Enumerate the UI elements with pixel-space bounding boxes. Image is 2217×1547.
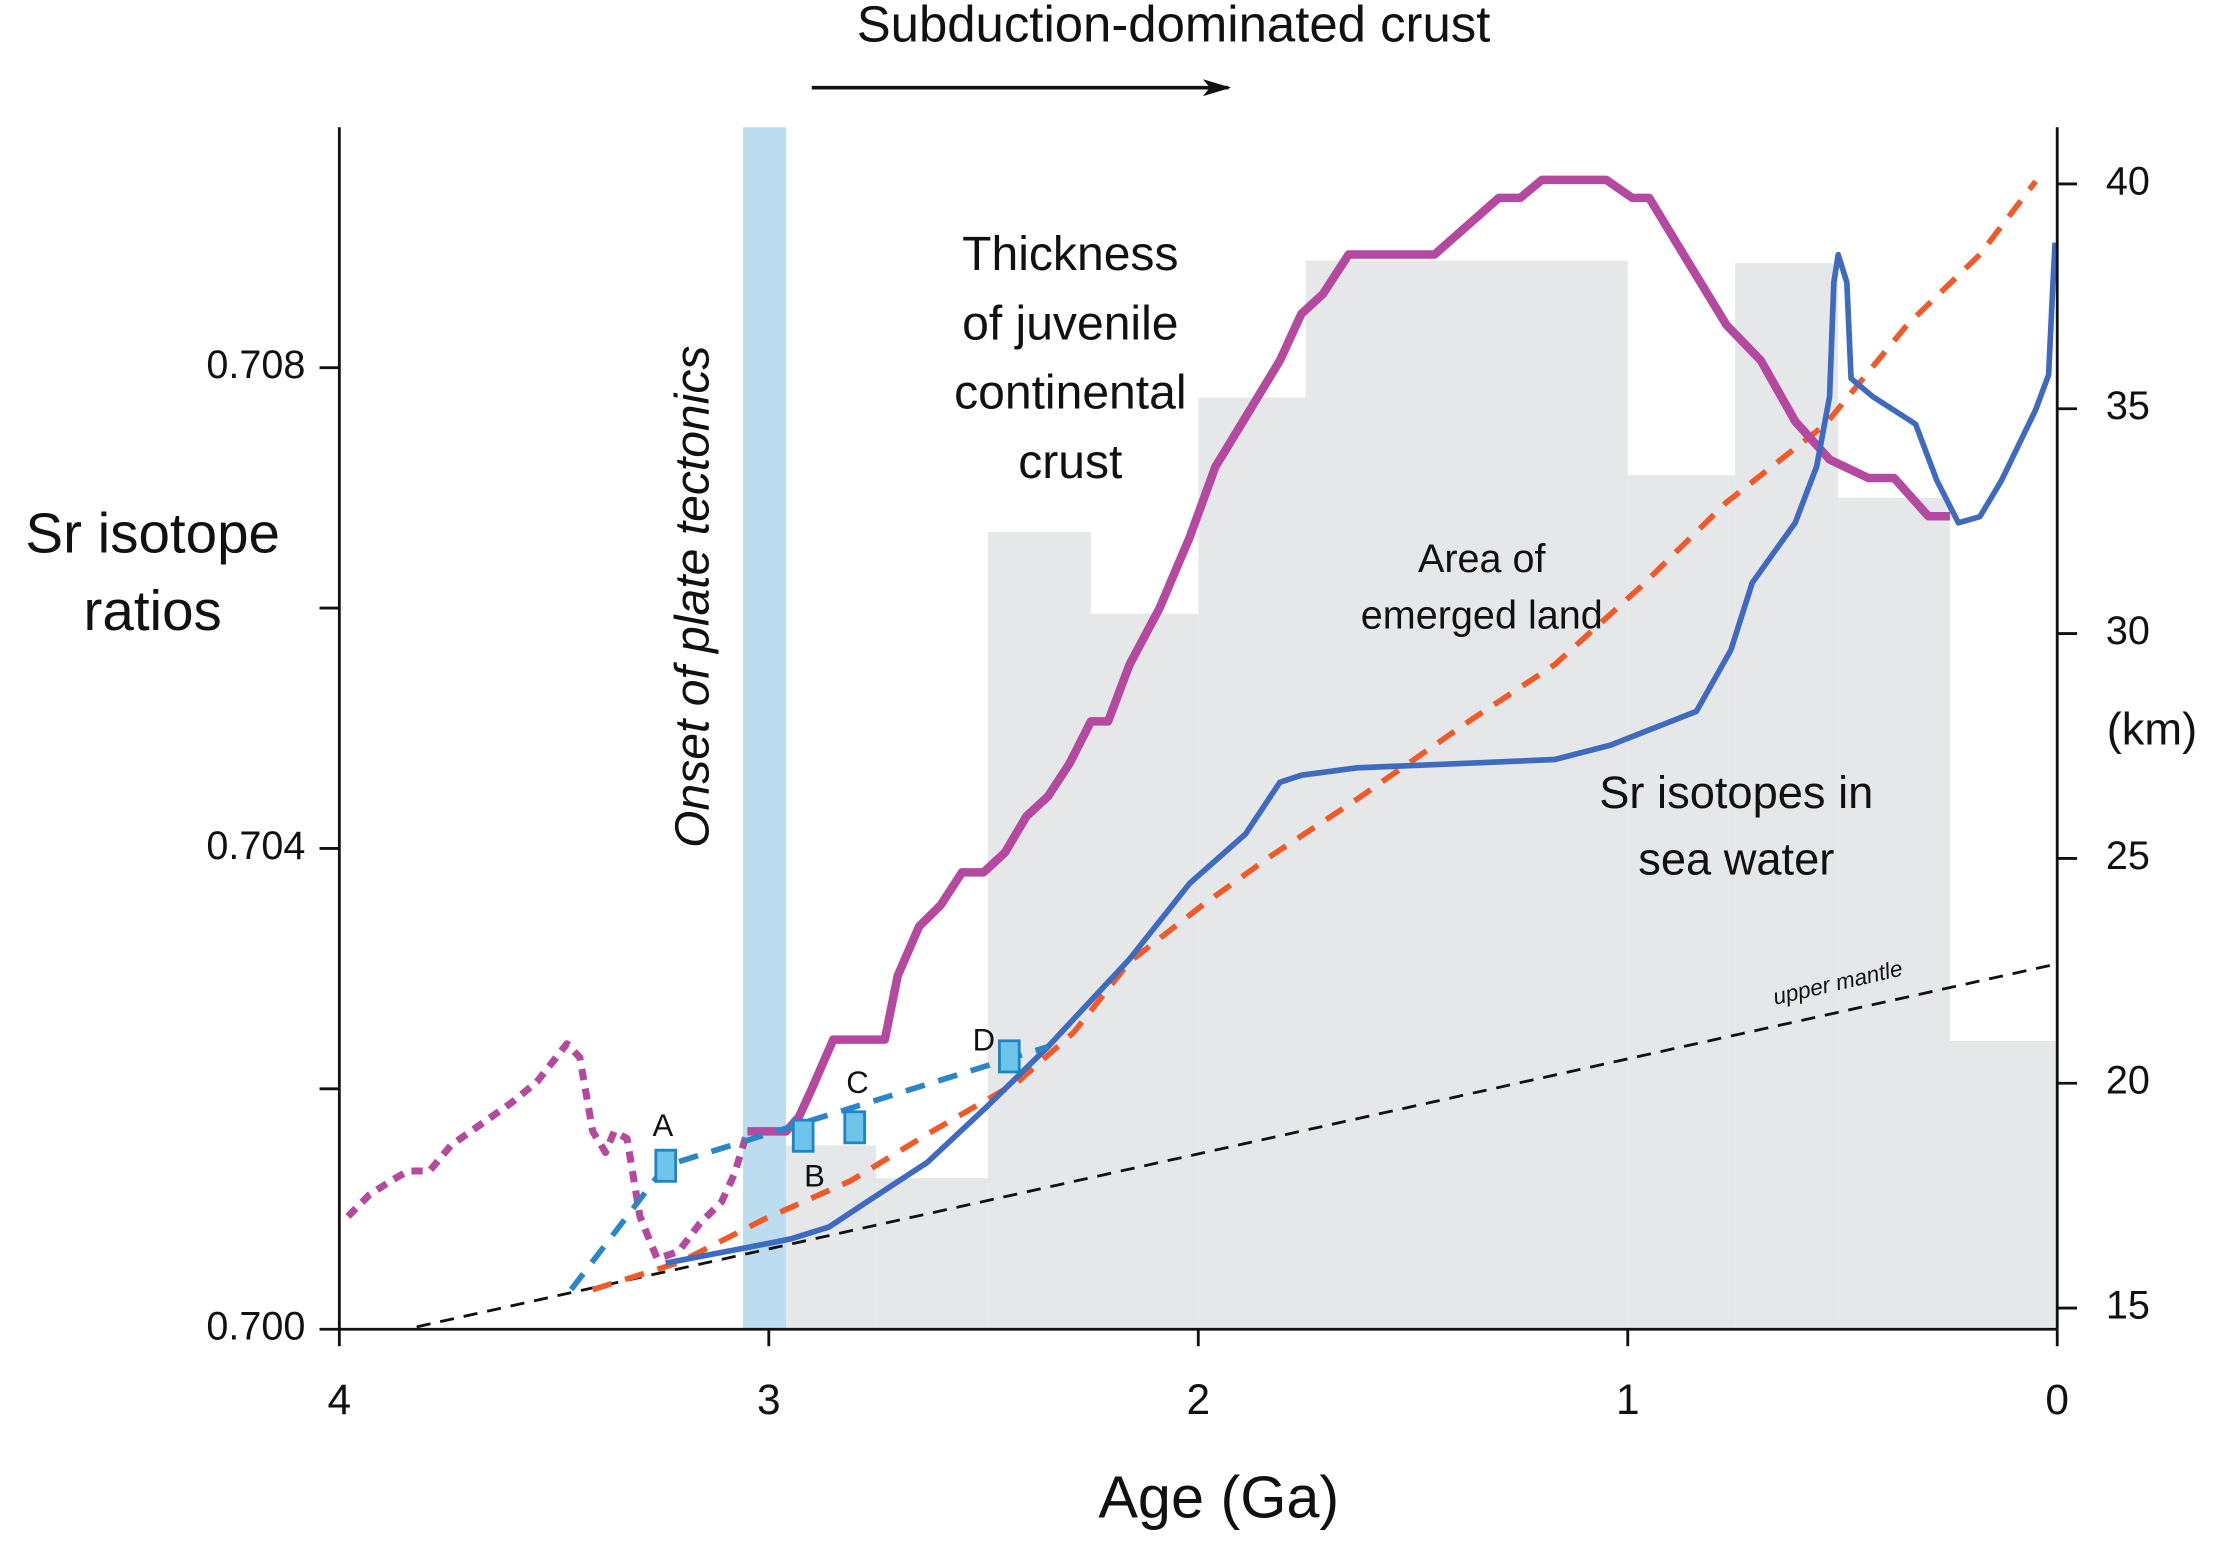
series-line xyxy=(345,1040,751,1263)
bar xyxy=(1305,260,1628,1330)
band-label: Onset of plate tectonics xyxy=(665,346,719,848)
x-tick-label: 3 xyxy=(757,1376,781,1423)
bar xyxy=(1627,475,1736,1330)
series-label: emerged land xyxy=(1361,593,1603,637)
x-tick-label: 2 xyxy=(1186,1376,1210,1423)
series-label: crust xyxy=(1018,435,1122,489)
y2-tick-label: 40 xyxy=(2106,159,2150,203)
x-axis-label: Age (Ga) xyxy=(1098,1463,1339,1530)
series-label: Thickness xyxy=(962,227,1178,281)
bar xyxy=(987,531,1091,1330)
data-point xyxy=(843,1110,867,1145)
bar xyxy=(1949,1040,2058,1330)
series-line xyxy=(665,242,2058,1266)
data-point xyxy=(791,1118,815,1153)
y2-tick-label: 15 xyxy=(2106,1284,2150,1328)
series-line xyxy=(416,962,2058,1329)
y-axis-label: Sr isotope xyxy=(25,501,280,564)
y2-tick-label: 20 xyxy=(2106,1059,2150,1103)
y-tick-label: 0.708 xyxy=(206,343,305,387)
series-label: Area of xyxy=(1418,537,1547,581)
y2-tick-label: 25 xyxy=(2106,834,2150,878)
series-label: Sr isotopes in xyxy=(1599,767,1873,818)
data-point xyxy=(654,1148,678,1183)
series-line xyxy=(568,1043,1049,1292)
y2-tick-label: 30 xyxy=(2106,609,2150,653)
data-point xyxy=(998,1039,1021,1074)
series-label: of juvenile xyxy=(962,296,1178,350)
bar xyxy=(876,1178,988,1330)
series-label: sea water xyxy=(1638,834,1834,885)
point-label: C xyxy=(846,1065,868,1100)
x-tick-label: 4 xyxy=(328,1376,352,1423)
x-tick-label: 0 xyxy=(2045,1376,2069,1423)
point-label: B xyxy=(804,1158,825,1193)
y2-axis-label: (km) xyxy=(2107,703,2197,754)
y-tick-label: 0.704 xyxy=(206,824,305,868)
x-tick-label: 1 xyxy=(1616,1376,1640,1423)
bar xyxy=(1838,497,1950,1330)
point-label: A xyxy=(653,1108,674,1143)
y-tick-label: 0.700 xyxy=(206,1305,305,1349)
bar xyxy=(1090,613,1199,1330)
band xyxy=(743,127,786,1330)
series-line xyxy=(747,175,1950,1136)
series-line xyxy=(591,179,2038,1293)
chart-title: Subduction-dominated crust xyxy=(857,0,1491,53)
y2-tick-label: 35 xyxy=(2106,384,2150,428)
y-axis-label: ratios xyxy=(84,579,222,642)
point-label: D xyxy=(973,1022,995,1057)
series-label: continental xyxy=(954,366,1186,420)
